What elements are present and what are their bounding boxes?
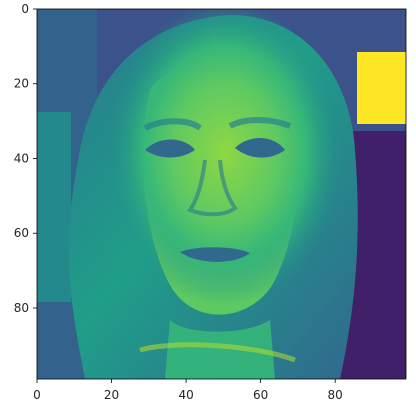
x-tick-label: 20: [104, 388, 119, 402]
y-tick-label: 40: [14, 151, 29, 165]
x-axis: 0 20 40 60 80: [33, 379, 343, 402]
y-tick-label: 20: [14, 77, 29, 91]
right-yellow-block: [357, 52, 406, 124]
x-tick-label: 40: [178, 388, 193, 402]
y-tick-label: 60: [14, 226, 29, 240]
y-axis: 0 20 40 60 80: [14, 2, 37, 315]
plot-image: [37, 0, 406, 379]
y-tick-label: 0: [21, 2, 29, 16]
x-tick-label: 0: [33, 388, 41, 402]
x-tick-label: 80: [328, 388, 343, 402]
x-tick-label: 60: [253, 388, 268, 402]
y-tick-label: 80: [14, 301, 29, 315]
left-bands-teal: [37, 112, 71, 302]
